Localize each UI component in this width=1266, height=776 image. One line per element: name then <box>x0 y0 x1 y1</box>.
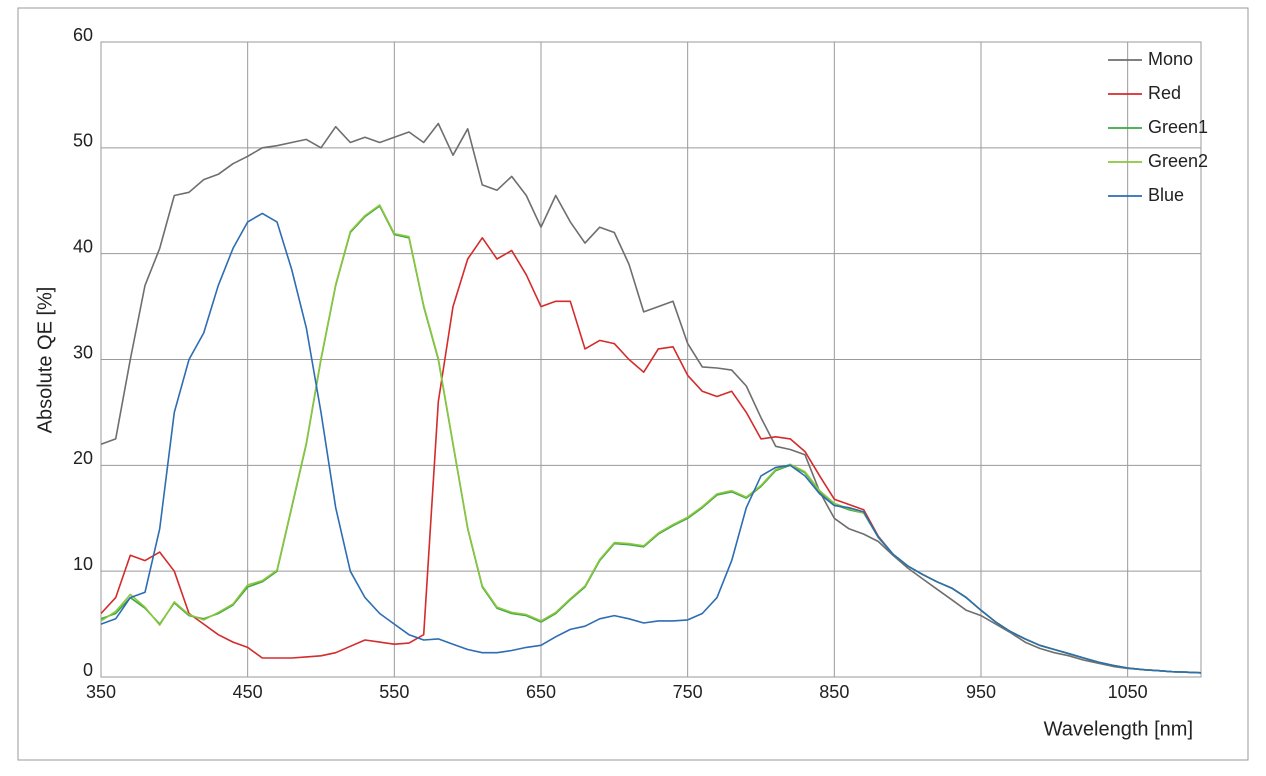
y-tick-label: 20 <box>73 448 93 468</box>
y-tick-label: 10 <box>73 554 93 574</box>
y-tick-label: 30 <box>73 342 93 362</box>
y-axis-label: Absolute QE [%] <box>34 287 56 434</box>
x-tick-label: 850 <box>819 682 849 702</box>
y-tick-label: 40 <box>73 236 93 256</box>
legend-label: Blue <box>1148 185 1184 205</box>
x-tick-label: 450 <box>233 682 263 702</box>
x-tick-label: 1050 <box>1108 682 1148 702</box>
legend-label: Red <box>1148 83 1181 103</box>
frame <box>17 7 1249 761</box>
series-line <box>100 205 1202 674</box>
x-tick-label: 350 <box>86 682 116 702</box>
series-line <box>100 237 1202 674</box>
x-tick-label: 950 <box>966 682 996 702</box>
x-axis-label: Wavelength [nm] <box>1044 718 1193 740</box>
x-tick-label: 550 <box>379 682 409 702</box>
legend-label: Mono <box>1148 49 1193 69</box>
x-tick-label: 650 <box>526 682 556 702</box>
x-tick-label: 750 <box>673 682 703 702</box>
legend-label: Green1 <box>1148 117 1208 137</box>
y-tick-label: 60 <box>73 25 93 45</box>
series-line <box>100 204 1202 674</box>
series-line <box>100 212 1202 674</box>
y-tick-label: 50 <box>73 131 93 151</box>
legend-label: Green2 <box>1148 151 1208 171</box>
y-tick-label: 0 <box>83 660 93 680</box>
series-line <box>100 122 1202 674</box>
